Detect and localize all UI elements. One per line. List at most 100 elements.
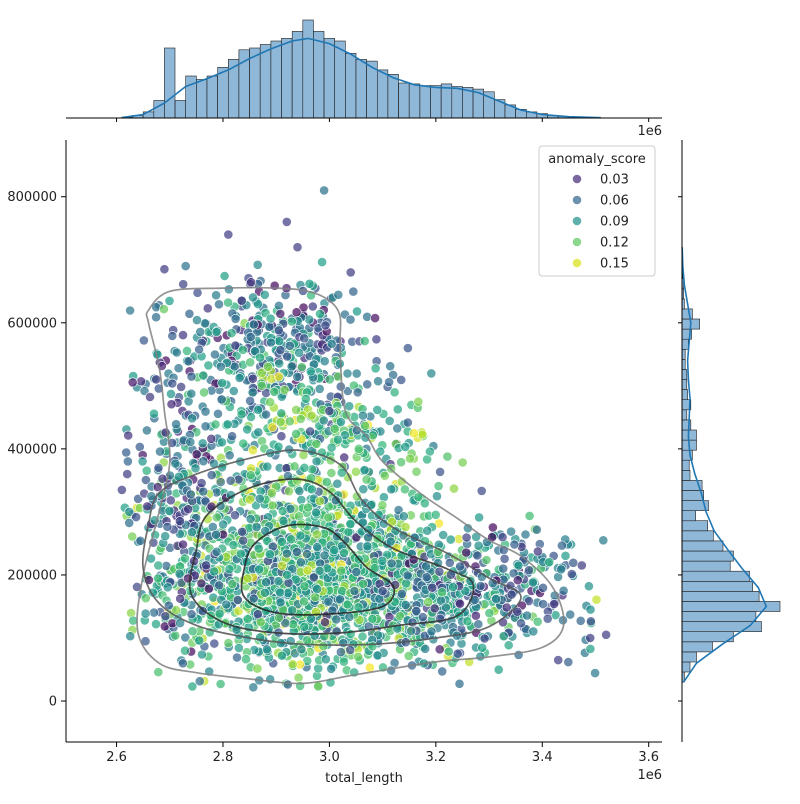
scatter-point [232, 652, 242, 663]
scatter-point [223, 229, 234, 240]
scatter-point [442, 451, 453, 462]
scatter-point [350, 466, 361, 477]
scatter-point [247, 373, 258, 384]
scatter-point [253, 543, 264, 554]
scatter-point [377, 500, 388, 511]
scatter-point [433, 481, 444, 491]
scatter-point [285, 503, 296, 514]
scatter-point [295, 530, 306, 541]
scatter-point [245, 470, 256, 481]
scatter-point [384, 415, 395, 426]
xhist-bar [419, 85, 431, 119]
scatter-point [281, 548, 292, 559]
scatter-point [244, 494, 255, 505]
scatter-point [329, 545, 340, 555]
scatter-point [269, 386, 280, 397]
scatter-point [299, 462, 310, 473]
yhist-bar [681, 590, 760, 602]
scatter-point [396, 374, 407, 385]
scatter-point [563, 657, 574, 667]
scatter-point [218, 519, 228, 530]
scatter-point [461, 532, 472, 543]
scatter-point [261, 644, 272, 655]
scatter-point [317, 257, 327, 267]
scatter-point [286, 316, 297, 327]
x-tick-label: 2.8 [213, 750, 234, 765]
scatter-point [273, 576, 284, 587]
scatter-point [291, 404, 301, 415]
scatter-point [219, 271, 230, 281]
scatter-point [342, 386, 353, 396]
scatter-point [323, 512, 334, 523]
scatter-point [225, 475, 236, 486]
scatter-point [227, 431, 237, 442]
scatter-point [273, 371, 284, 382]
scatter-point [157, 473, 168, 484]
scatter-point [160, 531, 171, 542]
xhist-bar [291, 31, 304, 119]
scatter-point [198, 456, 209, 467]
scatter-point [124, 518, 135, 528]
scatter-point [238, 438, 249, 449]
scatter-point [194, 676, 205, 687]
scatter-point [296, 494, 307, 505]
scatter-point [176, 381, 186, 392]
scatter-point [127, 531, 138, 542]
xhist-bar [270, 40, 282, 119]
scatter-point [585, 644, 596, 654]
scatter-point [221, 599, 232, 610]
scatter-point [307, 301, 318, 312]
scatter-point [309, 630, 320, 641]
scatter-point [512, 575, 523, 586]
scatter-point [254, 564, 265, 575]
scatter-point [180, 261, 191, 271]
scatter-point [137, 456, 148, 467]
scatter-point [255, 352, 265, 363]
scatter-point [251, 522, 262, 532]
scatter-point [292, 242, 303, 253]
scatter-point [448, 582, 458, 592]
xhist-ticks [116, 118, 650, 122]
scatter-point [170, 458, 181, 469]
scatter-point [273, 300, 284, 311]
scatter-point [185, 489, 196, 500]
scatter-point [160, 611, 171, 622]
scatter-point [305, 426, 315, 437]
xhist-bar [376, 69, 389, 119]
scatter-point [286, 361, 297, 372]
scatter-point [509, 539, 520, 550]
scatter-point [275, 417, 286, 427]
scatter-point [326, 663, 337, 674]
scatter-point [178, 539, 188, 550]
scatter-point [192, 287, 203, 298]
scatter-point [222, 419, 233, 430]
scatter-point [186, 527, 197, 538]
scatter-point [400, 441, 411, 452]
x-axis-label: total_length [325, 771, 403, 786]
scatter-point [402, 570, 413, 581]
yhist-bar [681, 369, 688, 380]
scatter-point [247, 387, 258, 398]
scatter-point [360, 420, 370, 431]
scatter-point [335, 381, 346, 392]
scatter-point [242, 424, 253, 435]
scatter-point [378, 492, 389, 503]
scatter-point [186, 388, 197, 399]
scatter-point [199, 387, 209, 398]
scatter-point [164, 505, 175, 516]
scatter-point [351, 567, 362, 577]
yhist-bar [681, 580, 753, 592]
yhist-bar [681, 570, 750, 582]
scatter-point [440, 602, 451, 613]
scatter-point [276, 408, 287, 419]
yhist-bar [681, 379, 688, 390]
scatter-point [487, 522, 498, 533]
scatter-point [155, 446, 165, 457]
kde-contour-level-3 [188, 478, 475, 635]
scatter-point [273, 325, 284, 336]
scatter-point [407, 617, 418, 628]
scatter-point [298, 302, 309, 313]
xhist-bar [398, 82, 410, 119]
scatter-point [287, 605, 298, 616]
scatter-point [479, 633, 490, 644]
